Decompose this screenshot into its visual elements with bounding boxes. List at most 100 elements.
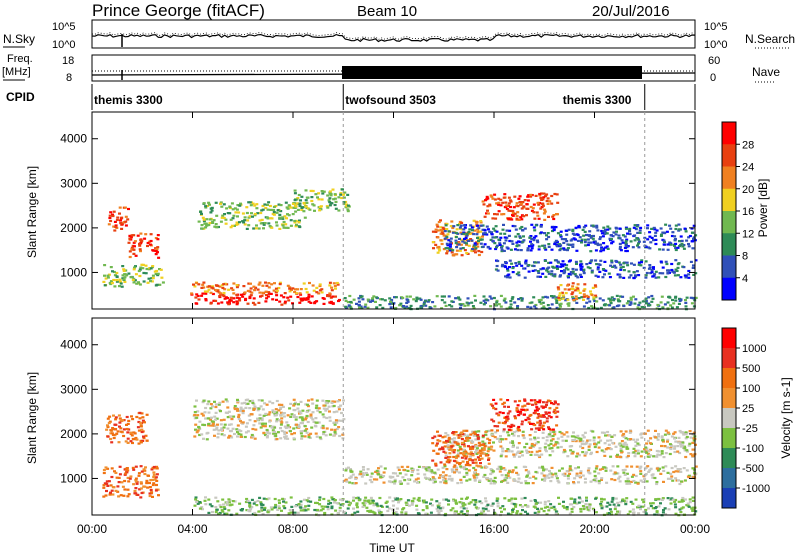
heatmap-cell xyxy=(318,205,322,208)
heatmap-cell xyxy=(236,435,239,438)
heatmap-cell xyxy=(244,500,248,504)
heatmap-cell xyxy=(253,289,257,292)
heatmap-cell xyxy=(263,402,267,405)
heatmap-cell xyxy=(138,488,142,491)
heatmap-cell xyxy=(552,444,556,447)
heatmap-cell xyxy=(475,448,479,452)
heatmap-cell xyxy=(144,272,148,275)
heatmap-cell xyxy=(120,222,124,225)
heatmap-cell xyxy=(235,294,239,297)
heatmap-cell xyxy=(132,252,136,255)
heatmap-cell xyxy=(260,419,264,422)
heatmap-cell xyxy=(143,472,147,476)
heatmap-cell xyxy=(582,293,586,296)
heatmap-cell xyxy=(119,430,123,433)
heatmap-cell xyxy=(268,425,272,428)
heatmap-cell xyxy=(251,427,255,431)
heatmap-cell xyxy=(499,465,503,468)
heatmap-cell xyxy=(194,302,198,305)
heatmap-cell xyxy=(660,452,664,455)
heatmap-cell xyxy=(211,424,215,427)
heatmap-cell xyxy=(263,425,267,428)
heatmap-cell xyxy=(604,469,608,472)
heatmap-cell xyxy=(556,267,559,270)
heatmap-cell xyxy=(432,478,436,481)
heatmap-cell xyxy=(471,229,474,232)
heatmap-cell xyxy=(307,296,311,299)
heatmap-cell xyxy=(476,245,480,248)
heatmap-cell xyxy=(465,437,468,440)
heatmap-cell xyxy=(490,445,494,448)
heatmap-cell xyxy=(115,275,119,279)
heatmap-cell xyxy=(663,232,667,235)
heatmap-cell xyxy=(315,286,319,289)
heatmap-cell xyxy=(555,265,559,268)
heatmap-cell xyxy=(441,506,445,509)
heatmap-cell xyxy=(248,510,252,513)
heatmap-cell xyxy=(511,266,515,270)
heatmap-cell xyxy=(455,246,459,249)
heatmap-cell xyxy=(267,282,271,285)
heatmap-cell xyxy=(229,226,233,229)
heatmap-cell xyxy=(612,231,616,234)
heatmap-cell xyxy=(559,265,563,268)
heatmap-cell xyxy=(525,475,529,478)
heatmap-cell xyxy=(261,291,265,294)
heatmap-cell xyxy=(576,452,580,455)
heatmap-cell xyxy=(280,421,284,424)
heatmap-cell xyxy=(624,240,628,243)
heatmap-cell xyxy=(322,297,326,300)
heatmap-cell xyxy=(564,299,568,302)
heatmap-cell xyxy=(156,234,160,237)
heatmap-cell xyxy=(517,218,521,221)
heatmap-cell xyxy=(443,463,447,466)
heatmap-cell xyxy=(266,208,270,211)
heatmap-cell xyxy=(466,496,469,499)
heatmap-cell xyxy=(639,470,643,473)
heatmap-cell xyxy=(469,451,473,454)
heatmap-cell xyxy=(575,262,578,265)
heatmap-cell xyxy=(286,414,290,417)
heatmap-cell xyxy=(486,212,490,215)
heatmap-cell xyxy=(275,294,279,297)
heatmap-cell xyxy=(195,282,199,285)
heatmap-cell xyxy=(269,506,273,509)
heatmap-cell xyxy=(447,438,451,441)
heatmap-cell xyxy=(551,229,554,233)
heatmap-cell xyxy=(244,431,248,434)
heatmap-cell xyxy=(585,499,588,502)
heatmap-cell xyxy=(474,451,477,454)
heatmap-cell xyxy=(295,198,299,201)
x-tick-label: 16:00 xyxy=(479,522,509,536)
heatmap-cell xyxy=(106,484,110,487)
heatmap-cell xyxy=(614,259,618,263)
heatmap-cell xyxy=(130,234,134,237)
heatmap-cell xyxy=(102,471,106,475)
heatmap-cell xyxy=(651,476,655,479)
heatmap-cell xyxy=(539,302,543,305)
heatmap-cell xyxy=(454,231,458,235)
heatmap-cell xyxy=(219,423,223,426)
heatmap-cell xyxy=(651,267,655,270)
heatmap-cell xyxy=(236,424,240,427)
heatmap-cell xyxy=(587,467,591,470)
heatmap-cell xyxy=(652,226,656,229)
heatmap-cell xyxy=(678,245,682,248)
heatmap-cell xyxy=(250,505,254,509)
heatmap-cell xyxy=(575,472,579,475)
heatmap-cell xyxy=(484,298,488,301)
heatmap-cell xyxy=(586,297,590,300)
heatmap-cell xyxy=(467,452,471,455)
heatmap-cell xyxy=(356,496,360,499)
heatmap-cell xyxy=(553,241,557,244)
heatmap-cell xyxy=(256,212,260,215)
heatmap-cell xyxy=(514,262,518,265)
heatmap-cell xyxy=(534,303,538,307)
heatmap-cell xyxy=(261,408,265,411)
heatmap-cell xyxy=(122,269,126,272)
heatmap-cell xyxy=(103,264,107,267)
heatmap-cell xyxy=(122,428,126,431)
heatmap-cell xyxy=(556,201,560,204)
heatmap-cell xyxy=(281,224,285,227)
